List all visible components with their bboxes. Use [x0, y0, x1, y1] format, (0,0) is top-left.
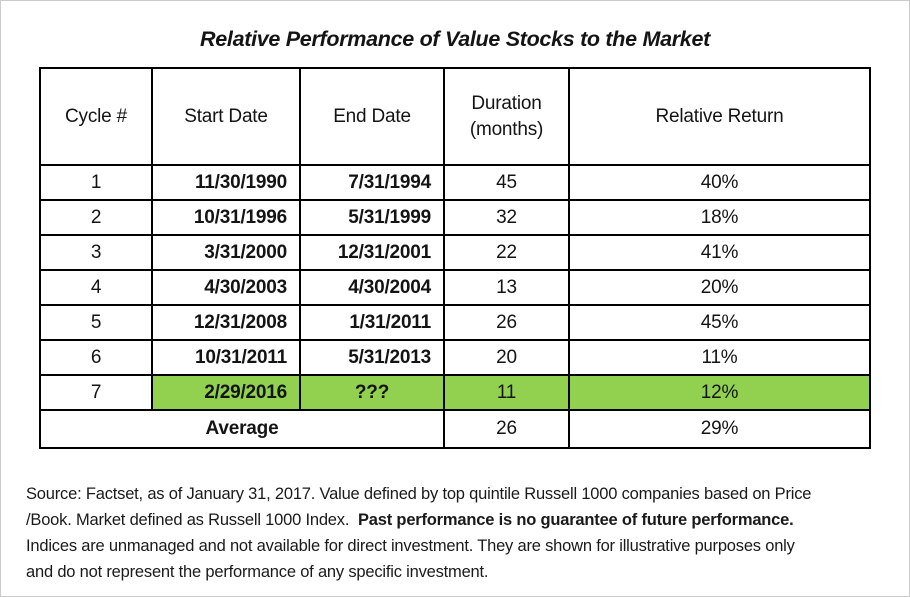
performance-table: Cycle # Start Date End Date Duration (mo…	[39, 67, 871, 449]
table-row: 4 4/30/2003 4/30/2004 13 20%	[39, 269, 871, 306]
col-header-relative-return: Relative Return	[568, 67, 871, 166]
cell-cycle: 7	[39, 374, 153, 411]
average-label: Average	[39, 409, 445, 449]
cell-cycle: 1	[39, 164, 153, 201]
header-row: Cycle # Start Date End Date Duration (mo…	[39, 67, 871, 166]
footnote-line: and do not represent the performance of …	[26, 559, 894, 585]
average-duration: 26	[443, 409, 570, 449]
average-row: Average 26 29%	[39, 409, 871, 449]
cell-duration: 22	[443, 234, 570, 271]
cell-end-date: ???	[299, 374, 445, 411]
cell-start-date: 10/31/1996	[151, 199, 301, 236]
average-relative-return: 29%	[568, 409, 871, 449]
col-header-end-date: End Date	[299, 67, 445, 166]
cell-duration: 11	[443, 374, 570, 411]
cell-duration: 26	[443, 304, 570, 341]
cell-cycle: 4	[39, 269, 153, 306]
cell-duration: 20	[443, 339, 570, 376]
cell-cycle: 6	[39, 339, 153, 376]
cell-start-date: 10/31/2011	[151, 339, 301, 376]
footnote-line: /Book. Market defined as Russell 1000 In…	[26, 507, 894, 533]
footnote-text: Source: Factset, as of January 31, 2017.…	[26, 485, 812, 503]
cell-cycle: 3	[39, 234, 153, 271]
cell-relative-return: 20%	[568, 269, 871, 306]
table-row: 2 10/31/1996 5/31/1999 32 18%	[39, 199, 871, 236]
cell-relative-return: 40%	[568, 164, 871, 201]
cell-end-date: 12/31/2001	[299, 234, 445, 271]
cell-end-date: 5/31/2013	[299, 339, 445, 376]
cell-end-date: 1/31/2011	[299, 304, 445, 341]
cell-end-date: 4/30/2004	[299, 269, 445, 306]
page-title: Relative Performance of Value Stocks to …	[200, 27, 710, 51]
footnote-text: Indices are unmanaged and not available …	[26, 537, 795, 555]
cell-relative-return: 11%	[568, 339, 871, 376]
footnote: Source: Factset, as of January 31, 2017.…	[26, 481, 894, 585]
cell-relative-return: 12%	[568, 374, 871, 411]
cell-relative-return: 45%	[568, 304, 871, 341]
cell-start-date: 3/31/2000	[151, 234, 301, 271]
cell-relative-return: 18%	[568, 199, 871, 236]
footnote-text: and do not represent the performance of …	[26, 563, 489, 581]
table-row: 5 12/31/2008 1/31/2011 26 45%	[39, 304, 871, 341]
table-row: 7 2/29/2016??? 11 12%	[39, 374, 871, 411]
col-header-start-date: Start Date	[151, 67, 301, 166]
cell-cycle: 2	[39, 199, 153, 236]
cell-duration: 32	[443, 199, 570, 236]
table-row: 1 11/30/1990 7/31/1994 45 40%	[39, 164, 871, 201]
cell-duration: 45	[443, 164, 570, 201]
table-row: 3 3/31/2000 12/31/2001 22 41%	[39, 234, 871, 271]
cell-end-date: 7/31/1994	[299, 164, 445, 201]
table-row: 6 10/31/2011 5/31/2013 20 11%	[39, 339, 871, 376]
cell-end-date: 5/31/1999	[299, 199, 445, 236]
cell-start-date: 4/30/2003	[151, 269, 301, 306]
cell-start-date: 12/31/2008	[151, 304, 301, 341]
cell-cycle: 5	[39, 304, 153, 341]
col-header-duration: Duration (months)	[443, 67, 570, 166]
col-header-cycle: Cycle #	[39, 67, 153, 166]
footnote-line: Indices are unmanaged and not available …	[26, 533, 894, 559]
footnote-text: Past performance is no guarantee of futu…	[358, 511, 794, 529]
cell-start-date: 11/30/1990	[151, 164, 301, 201]
cell-relative-return: 41%	[568, 234, 871, 271]
cell-duration: 13	[443, 269, 570, 306]
footnote-text: /Book. Market defined as Russell 1000 In…	[26, 511, 358, 529]
cell-start-date: 2/29/2016	[151, 374, 301, 411]
footnote-line: Source: Factset, as of January 31, 2017.…	[26, 481, 894, 507]
